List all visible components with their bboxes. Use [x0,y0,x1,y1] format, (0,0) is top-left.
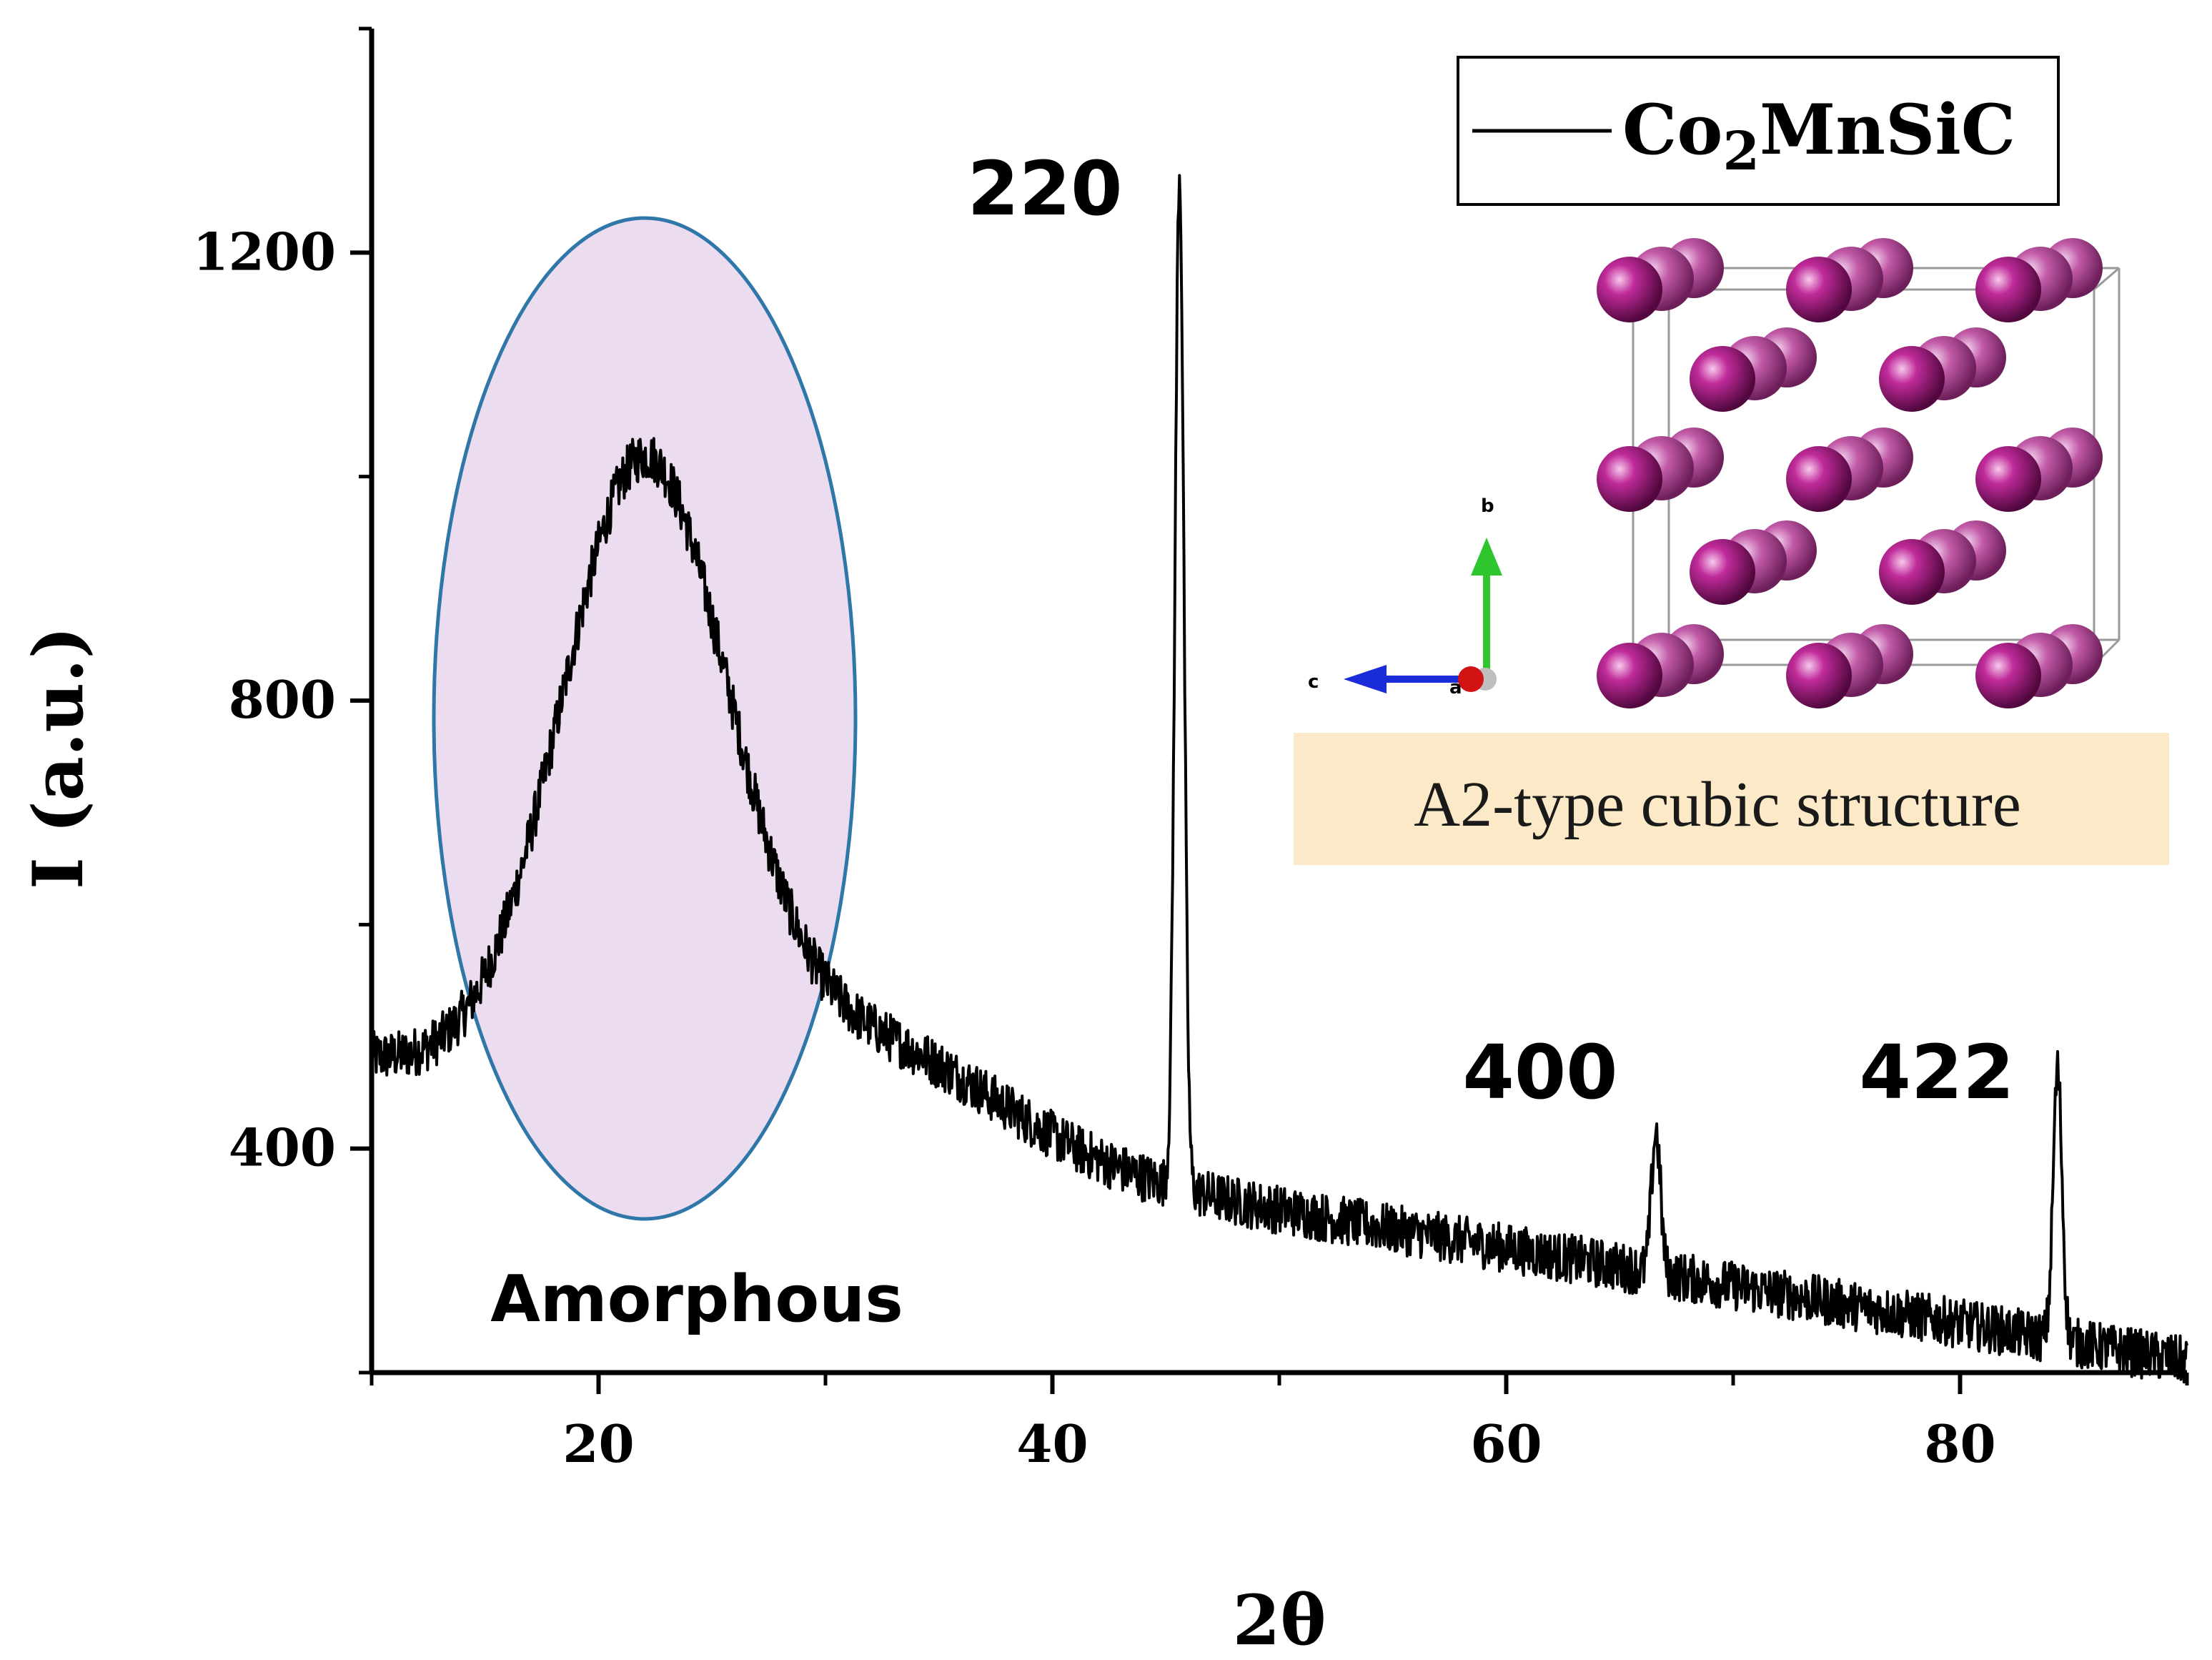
y-tick-label-1200: 1200 [193,221,336,282]
peak-label-400: 400 [1462,1029,1617,1116]
atom-front [1975,643,2041,708]
atom-front [1975,257,2041,322]
amorphous-label: Amorphous [490,1262,903,1337]
a-axis-letter: a [1449,677,1462,698]
y-axis-title: I (a.u.) [18,626,99,889]
atom-front [1597,446,1662,512]
peak-label-220: 220 [967,145,1122,232]
b-axis-letter: b [1481,495,1494,517]
inset-caption-background [1294,733,2169,865]
atom-front [1786,643,1852,708]
atom-front [1597,257,1662,322]
atom-front [1690,346,1755,412]
series-line-co2mnsic [370,174,2188,1384]
ticks-layer: 20 40 60 80 400 800 1200 [193,26,2189,1474]
c-axis-letter: c [1308,671,1319,693]
cell-edge [2093,267,2120,291]
y-tick-label-800: 800 [229,669,336,730]
x-tick-label-20: 20 [562,1413,634,1474]
x-tick-label-60: 60 [1470,1413,1542,1474]
c-axis-arrowhead [1344,665,1387,693]
legend-label: Co2MnSiC [1622,89,2015,182]
series-layer [370,174,2188,1384]
crystal-structure-inset: b c a A2-type cubic structure [1294,238,2169,865]
atom-front [1879,346,1945,412]
amorphous-region-ellipse [432,216,858,1221]
axes-triad: b c a [1308,495,1502,698]
atom-front [1975,446,2041,512]
x-axis-title: 2θ [1233,1580,1326,1656]
atom-front [1690,539,1755,605]
y-tick-label-400: 400 [229,1117,336,1178]
b-axis-arrowhead [1471,538,1502,575]
atom-front [1786,446,1852,512]
legend: Co2MnSiC [1457,56,2060,206]
x-tick-label-80: 80 [1924,1413,1995,1474]
atom-front [1786,257,1852,322]
peak-label-422: 422 [1859,1029,2014,1116]
atom-front [1879,539,1945,605]
a-axis-dot [1458,666,1484,692]
atom-front [1597,643,1662,708]
x-tick-label-40: 40 [1016,1413,1088,1474]
inset-caption: A2-type cubic structure [1414,769,2021,840]
atoms-layer [1597,238,2103,708]
